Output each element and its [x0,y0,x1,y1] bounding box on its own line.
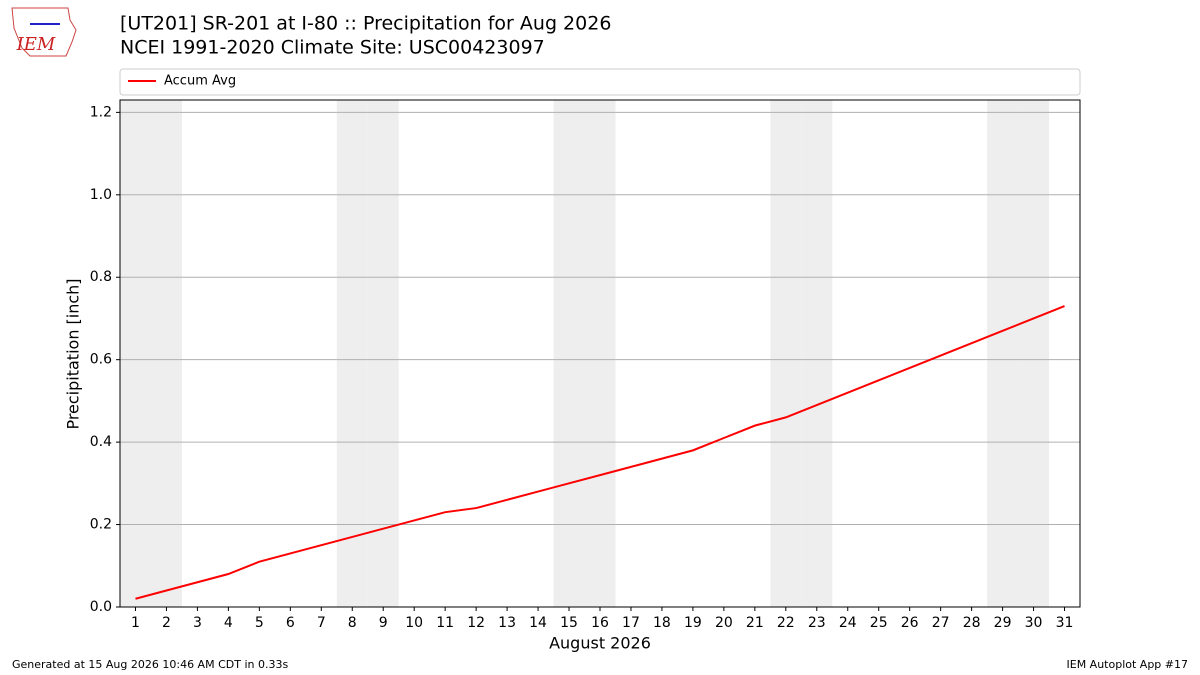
x-tick-label: 19 [684,615,702,631]
logo-text: IEM [16,34,56,55]
y-axis-label: Precipitation [inch] [64,278,83,429]
weekend-band [987,100,1019,607]
weekend-band [150,100,182,607]
x-tick-label: 18 [653,615,671,631]
x-tick-label: 9 [379,615,388,631]
y-tick-label: 0.4 [90,434,112,450]
legend-label: Accum Avg [164,74,236,89]
weekend-band [801,100,833,607]
x-tick-label: 21 [746,615,764,631]
x-tick-label: 2 [162,615,171,631]
weekend-band [770,100,802,607]
x-tick-label: 29 [994,615,1012,631]
legend-box [119,68,1081,96]
x-tick-label: 14 [529,615,547,631]
x-tick-label: 22 [777,615,795,631]
chart-subtitle: NCEI 1991-2020 Climate Site: USC00423097 [120,37,545,59]
x-tick-label: 17 [622,615,640,631]
logo-outline [11,7,77,57]
x-tick-label: 12 [467,615,485,631]
x-tick-label: 1 [131,615,140,631]
y-tick-label: 0.0 [90,599,112,615]
x-tick-label: 5 [255,615,264,631]
y-tick-label: 0.8 [90,269,112,285]
x-tick-label: 23 [808,615,826,631]
x-tick-label: 11 [436,615,454,631]
y-tick-label: 0.2 [90,517,112,533]
weekend-band [120,100,151,607]
x-tick-label: 20 [715,615,733,631]
x-tick-label: 13 [498,615,516,631]
x-axis-label: August 2026 [549,634,651,653]
x-tick-label: 4 [224,615,233,631]
weekend-band [367,100,399,607]
x-tick-label: 3 [193,615,202,631]
logo: IEM [11,7,77,57]
footer-right: IEM Autoplot App #17 [1067,658,1189,671]
weekend-band [584,100,616,607]
x-tick-label: 15 [560,615,578,631]
plot-area: 0.00.20.40.60.81.01.21 2 3 4 5 6 7 8 9 10 11 12 13 14… [90,68,1081,631]
y-tick-label: 1.0 [90,187,112,203]
y-tick-label: 1.2 [90,104,112,120]
x-tick-label: 28 [963,615,981,631]
footer-left: Generated at 15 Aug 2026 10:46 AM CDT in… [12,658,288,671]
x-tick-label: 30 [1025,615,1043,631]
x-tick-label: 16 [591,615,609,631]
weekend-band [336,100,368,607]
weekend-band [1018,100,1050,607]
x-tick-label: 26 [901,615,919,631]
shading [120,100,1050,607]
x-tick-label: 24 [839,615,857,631]
x-tick-label: 7 [317,615,326,631]
x-tick-label: 27 [932,615,950,631]
weekend-band [553,100,585,607]
x-tick-label: 31 [1056,615,1074,631]
plot-frame [119,99,1081,608]
x-tick-label: 10 [405,615,423,631]
x-tick-label: 6 [286,615,295,631]
x-tick-label: 25 [870,615,888,631]
chart-title: [UT201] SR-201 at I-80 :: Precipitation … [120,13,611,35]
y-tick-label: 0.6 [90,352,112,368]
x-tick-label: 8 [348,615,357,631]
series-line [135,305,1065,600]
